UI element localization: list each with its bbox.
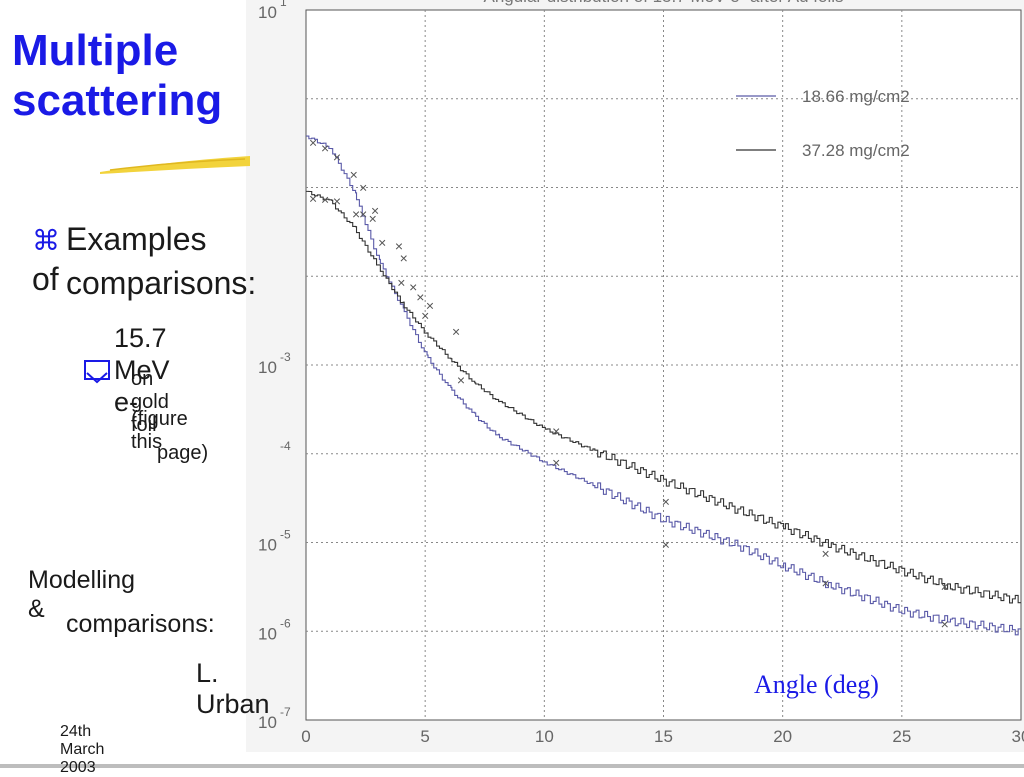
- data-marker: ×: [321, 140, 329, 156]
- data-marker: ×: [452, 323, 460, 339]
- x-axis-label: Angle (deg): [754, 670, 879, 699]
- data-marker: ×: [400, 250, 408, 266]
- legend-label-1: 18.66 mg/cm2: [802, 87, 910, 106]
- data-marker: ×: [350, 167, 358, 183]
- data-marker: ×: [662, 536, 670, 552]
- data-marker: ×: [397, 275, 405, 291]
- bullet-examples: ⌘ Examples of: [32, 220, 207, 298]
- command-bullet-icon: ⌘: [32, 225, 60, 256]
- x-tick-label: 20: [773, 727, 792, 746]
- chart-title: Angular distribution of 15.7 MeV e- afte…: [483, 0, 843, 6]
- data-marker: ×: [941, 616, 949, 632]
- sub-bullet-energy: 15.7 MeV e-: [84, 322, 170, 418]
- series-line-2: [306, 190, 1021, 604]
- data-marker: ×: [369, 210, 377, 226]
- y-tick-exponent: -3: [280, 350, 291, 364]
- data-marker: ×: [941, 578, 949, 594]
- data-marker: ×: [662, 493, 670, 509]
- data-marker: ×: [552, 454, 560, 470]
- y-tick-exponent: 1: [280, 0, 287, 9]
- swoosh-stroke: [109, 158, 246, 171]
- data-marker: ×: [821, 575, 829, 591]
- data-marker: ×: [409, 279, 417, 295]
- y-tick-exponent: -7: [280, 705, 291, 719]
- data-marker: ×: [395, 238, 403, 254]
- data-marker: ×: [421, 308, 429, 324]
- data-marker: ×: [333, 149, 341, 165]
- slide-date: 24th March 2003: [60, 723, 105, 776]
- legend-label-2: 37.28 mg/cm2: [802, 141, 910, 160]
- x-tick-label: 10: [535, 727, 554, 746]
- sub-note-page: page): [157, 442, 209, 464]
- y-tick-label: 10: [258, 3, 277, 22]
- data-marker: ×: [821, 546, 829, 562]
- checkbox-bullet-mark: [86, 372, 108, 384]
- y-tick-label: 10: [258, 624, 277, 643]
- y-tick-label: 10: [258, 358, 277, 377]
- swoosh-shape: [100, 156, 250, 174]
- y-tick-label: 10: [258, 536, 277, 555]
- checkbox-bullet-icon: [84, 360, 110, 384]
- data-marker: ×: [371, 203, 379, 219]
- data-marker: ×: [321, 192, 329, 208]
- data-marker: ×: [359, 180, 367, 196]
- data-marker: ×: [457, 372, 465, 388]
- data-marker: ×: [309, 191, 317, 207]
- data-marker: ×: [333, 193, 341, 209]
- scattering-chart: 05101520253010110-3-410-510-610-7Angular…: [246, 0, 1024, 752]
- x-tick-label: 0: [301, 727, 310, 746]
- title-underline-swoosh: [100, 156, 250, 174]
- x-tick-label: 15: [654, 727, 673, 746]
- sub-note-foil: on gold foil: [131, 368, 169, 436]
- data-marker: ×: [416, 289, 424, 305]
- title-line-1: Multiple: [12, 26, 179, 75]
- data-marker: ×: [426, 297, 434, 313]
- y-tick-exponent: -5: [280, 528, 291, 542]
- y-tick-exponent: -4: [280, 439, 291, 453]
- x-tick-label: 30: [1012, 727, 1024, 746]
- data-marker: ×: [552, 423, 560, 439]
- modelling-heading-line2: comparisons:: [66, 610, 215, 638]
- title-line-2: scattering: [12, 76, 223, 125]
- author-name: L. Urban: [196, 658, 270, 719]
- bullet-examples-line2: comparisons:: [66, 265, 257, 301]
- series-line-1: [306, 135, 1021, 636]
- y-tick-exponent: -6: [280, 616, 291, 630]
- sub-bullet-energy-text: 15.7 MeV e-: [114, 323, 170, 417]
- x-tick-label: 5: [420, 727, 429, 746]
- data-marker: ×: [378, 235, 386, 251]
- y-tick-label: 10: [258, 713, 277, 732]
- footer-rule: [0, 764, 1024, 768]
- data-marker: ×: [309, 135, 317, 151]
- x-tick-label: 25: [892, 727, 911, 746]
- data-marker: ×: [352, 206, 360, 222]
- slide-title: Multiple scattering: [12, 26, 222, 126]
- bullet-examples-text: Examples of: [32, 221, 207, 297]
- data-marker: ×: [359, 206, 367, 222]
- sub-note-figure: (figure this: [131, 408, 188, 453]
- modelling-heading: Modelling &: [28, 566, 136, 623]
